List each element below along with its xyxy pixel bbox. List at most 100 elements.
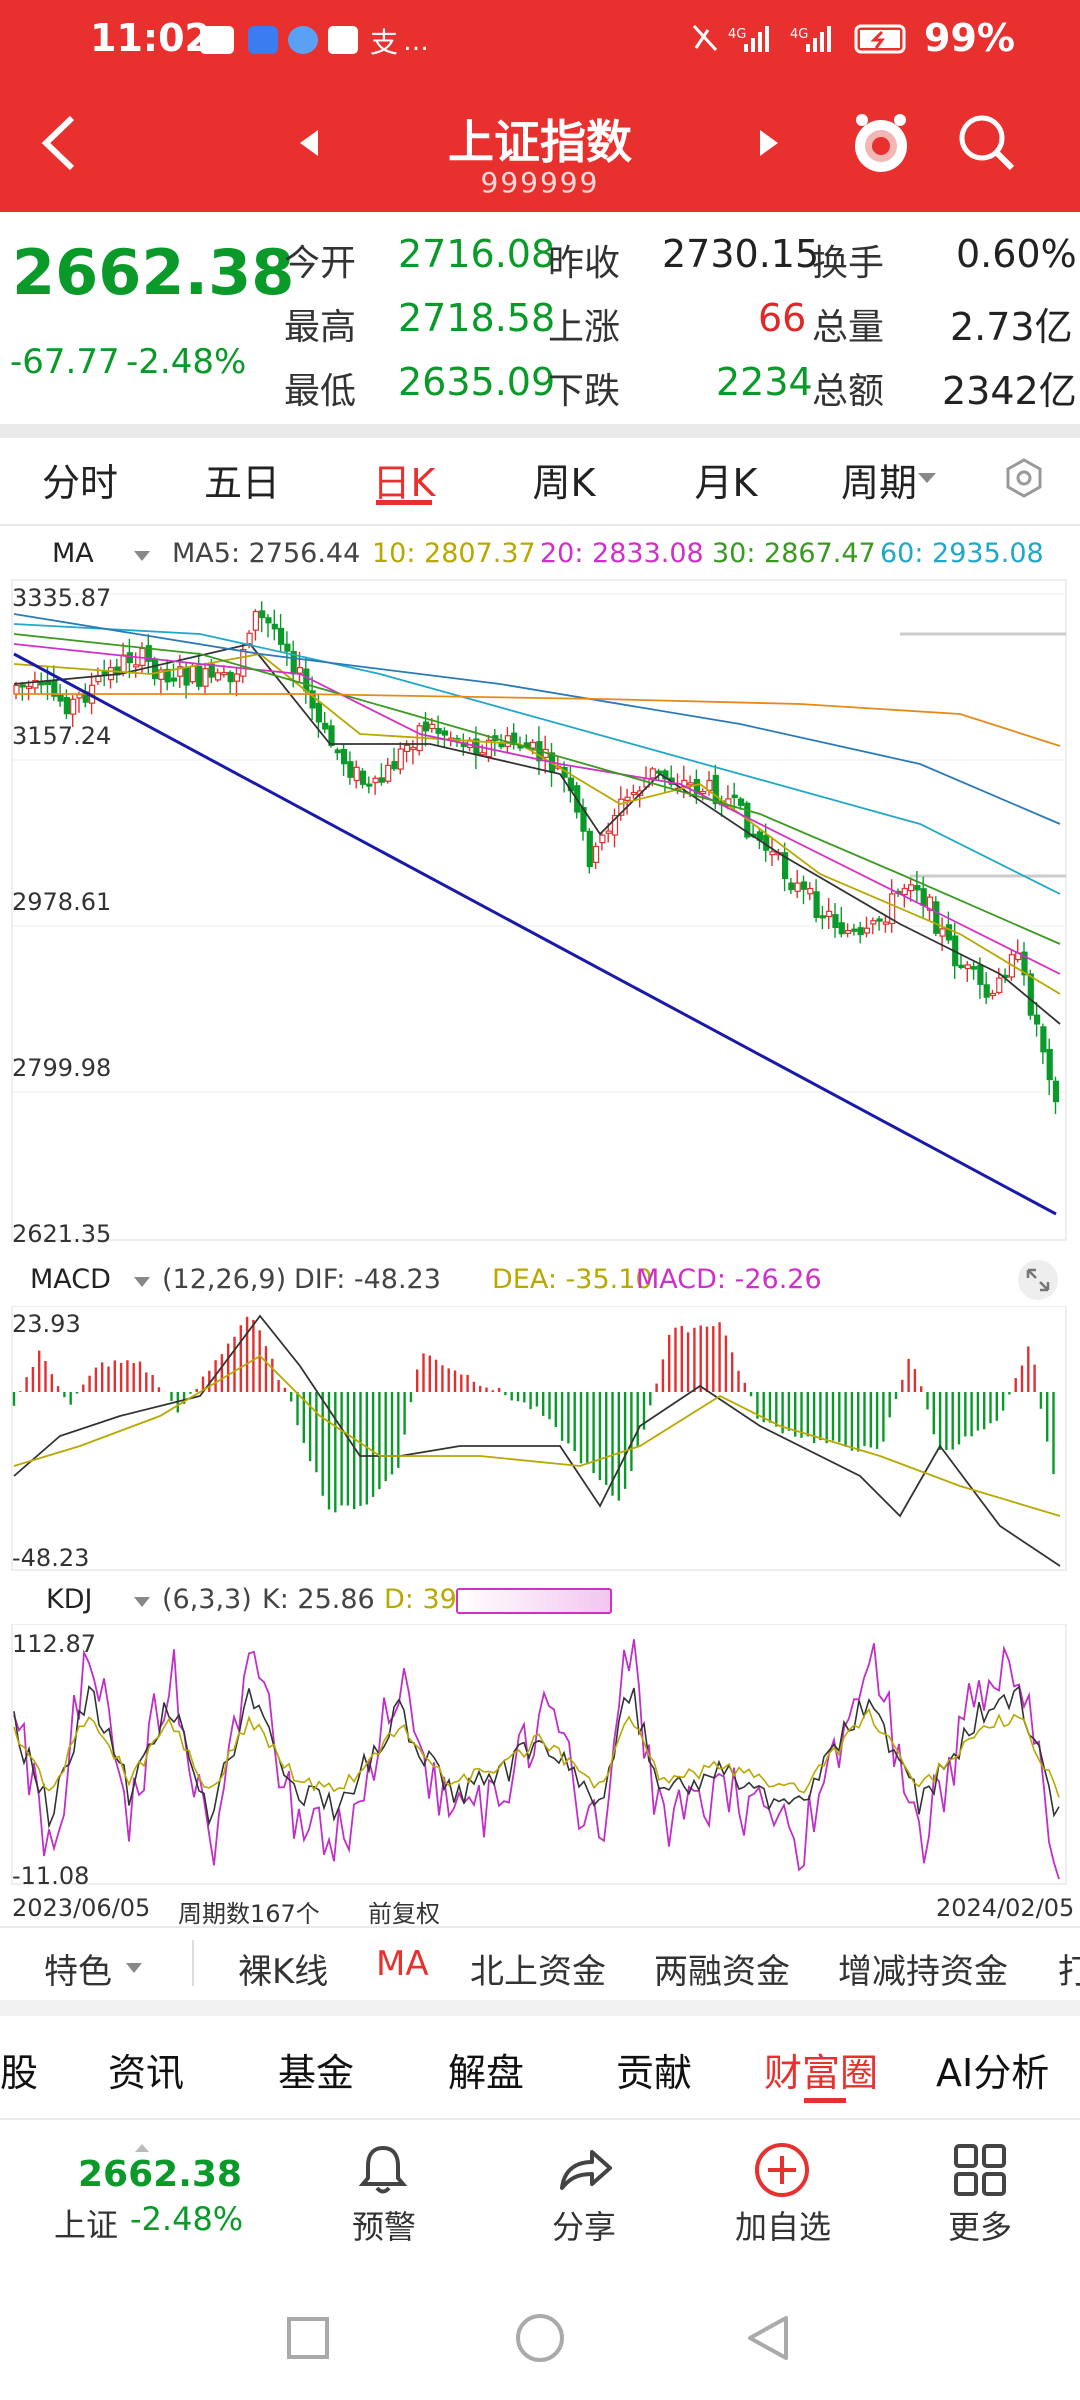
candle — [687, 782, 694, 786]
ma-indicator-label[interactable]: MA — [52, 538, 94, 569]
ma5-line — [13, 642, 1061, 1025]
divider — [0, 524, 1080, 526]
candle — [788, 882, 795, 891]
active-tab-indicator — [376, 500, 432, 505]
candle — [322, 722, 329, 730]
back-triangle-icon[interactable] — [744, 2314, 790, 2362]
back-icon[interactable] — [36, 110, 80, 176]
candle — [26, 685, 33, 689]
info-tab-stock[interactable]: 股 — [0, 2051, 39, 2095]
kdj-k: K: 25.86 — [262, 1584, 375, 1615]
candle — [32, 679, 39, 689]
bottom-index-name: 上证 — [54, 2206, 119, 2244]
feature-tab-holdings[interactable]: 增减持资金 — [838, 1952, 1008, 1992]
turnover-label: 换手 — [812, 243, 885, 284]
candle — [347, 761, 354, 778]
bottom-price[interactable]: 2662.38 — [78, 2154, 242, 2195]
candle — [70, 698, 77, 715]
candle — [807, 887, 814, 895]
period-dropdown-icon[interactable] — [916, 470, 938, 484]
prev-close-value: 2730.15 — [662, 232, 820, 276]
candle — [977, 964, 984, 985]
recents-square-icon[interactable] — [286, 2316, 330, 2360]
info-tab-fund[interactable]: 基金 — [278, 2051, 355, 2095]
tab-daily-k[interactable]: 日K — [372, 461, 436, 505]
settings-hexagon-icon[interactable] — [1002, 456, 1046, 500]
expand-up-icon[interactable] — [134, 2138, 150, 2152]
candle — [1040, 1026, 1047, 1053]
ma-dropdown-icon[interactable] — [132, 548, 152, 562]
candle — [996, 977, 1003, 994]
next-stock-icon[interactable] — [758, 128, 782, 158]
volume-value: 2.73亿 — [950, 305, 1073, 349]
more-grid-icon[interactable] — [952, 2142, 1008, 2198]
feature-tab-margin[interactable]: 两融资金 — [654, 1952, 790, 1992]
up-count-value: 66 — [758, 296, 807, 340]
prev-stock-icon[interactable] — [296, 128, 320, 158]
home-circle-icon[interactable] — [514, 2312, 566, 2364]
share-button[interactable]: 分享 — [551, 2208, 616, 2246]
macd-chart[interactable] — [0, 1306, 1080, 1572]
assistant-icon[interactable] — [848, 106, 914, 178]
macd-indicator-label[interactable]: MACD — [30, 1264, 111, 1295]
info-tab-analysis[interactable]: 解盘 — [448, 2051, 525, 2095]
candle — [964, 964, 971, 970]
info-tab-wealth-circle[interactable]: 财富圈 — [764, 2051, 879, 2095]
candle — [870, 920, 877, 925]
candlestick-chart[interactable] — [0, 574, 1080, 1252]
candle — [271, 623, 278, 630]
feature-tab-ma[interactable]: MA — [376, 1944, 429, 1984]
add-circle-icon[interactable] — [752, 2140, 812, 2200]
search-icon[interactable] — [956, 112, 1018, 174]
expand-icon[interactable] — [1016, 1258, 1060, 1302]
share-icon[interactable] — [554, 2140, 616, 2198]
date-end: 2024/02/05 — [936, 1894, 1075, 1922]
tab-period[interactable]: 周期 — [840, 461, 917, 505]
candle — [655, 770, 663, 774]
candle — [208, 663, 215, 678]
feature-tab-northbound[interactable]: 北上资金 — [470, 1952, 606, 1992]
candle — [586, 830, 593, 868]
svg-text:4G: 4G — [790, 27, 808, 42]
feature-tab-overflow[interactable]: 打 — [1058, 1952, 1080, 1992]
candle — [133, 664, 140, 668]
macd-params: (12,26,9) — [162, 1264, 287, 1295]
bell-icon[interactable] — [354, 2140, 412, 2198]
tab-five-day[interactable]: 五日 — [203, 461, 280, 505]
add-watchlist-button[interactable]: 加自选 — [734, 2208, 831, 2246]
feature-tab-special[interactable]: 特色 — [44, 1952, 112, 1992]
feature-dropdown-icon[interactable] — [124, 1960, 144, 1974]
tab-monthly-k[interactable]: 月K — [694, 461, 758, 505]
tab-intraday[interactable]: 分时 — [41, 461, 118, 505]
candle — [44, 680, 52, 686]
candle — [781, 852, 789, 880]
candle — [933, 901, 940, 934]
candle — [970, 966, 978, 970]
kdj-indicator-label[interactable]: KDJ — [46, 1584, 93, 1615]
candle — [240, 648, 247, 677]
candle — [882, 921, 890, 925]
candle — [693, 778, 701, 795]
kdj-chart[interactable] — [0, 1624, 1080, 1886]
macd-dropdown-icon[interactable] — [132, 1274, 152, 1288]
info-tab-contribution[interactable]: 贡献 — [616, 2051, 693, 2095]
adjust-mode[interactable]: 前复权 — [368, 1900, 440, 1928]
macd-dif: DIF: -48.23 — [294, 1264, 441, 1295]
ma10-line — [13, 653, 1061, 995]
more-button[interactable]: 更多 — [947, 2208, 1012, 2246]
info-tab-news[interactable]: 资讯 — [108, 2051, 185, 2095]
candle — [107, 667, 115, 681]
alert-button[interactable]: 预警 — [351, 2208, 416, 2246]
kdj-j-truncated — [456, 1588, 612, 1614]
ma-long-line — [13, 613, 1061, 825]
candle — [605, 830, 612, 834]
down-count-label: 下跌 — [548, 371, 621, 412]
kdj-dropdown-icon[interactable] — [132, 1594, 152, 1608]
tab-weekly-k[interactable]: 周K — [532, 461, 596, 505]
candle — [592, 845, 600, 863]
candle — [498, 742, 505, 748]
feature-tab-bare-k[interactable]: 裸K线 — [238, 1952, 329, 1992]
candle — [851, 928, 858, 932]
info-tab-ai[interactable]: AI分析 — [936, 2051, 1050, 2095]
candle — [1033, 1014, 1041, 1025]
